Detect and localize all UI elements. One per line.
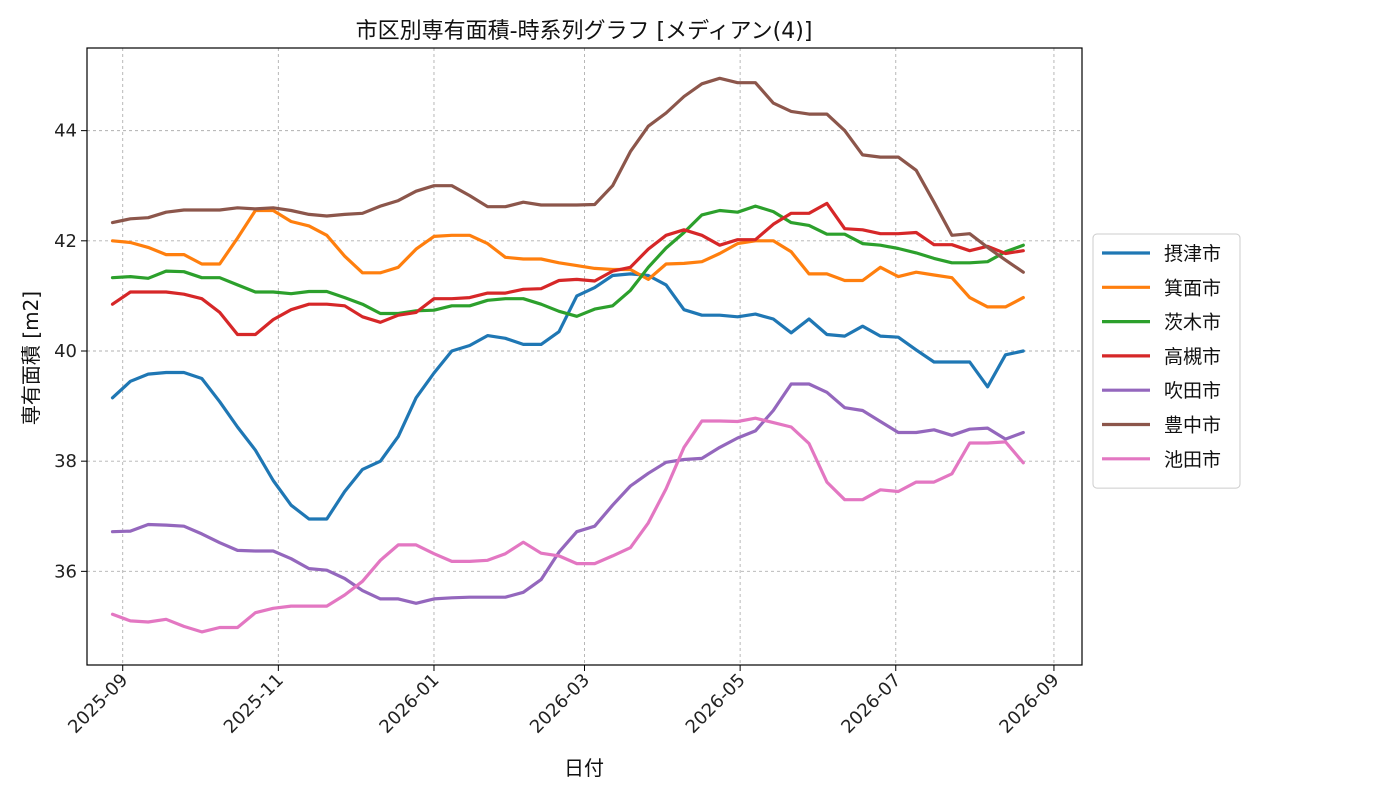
x-tick-label: 2026-01 <box>375 670 443 738</box>
y-tick-label: 42 <box>54 231 77 252</box>
x-axis: 2025-09 2025-11 2026-01 2026-03 2026-05 2026-… <box>64 665 1063 738</box>
legend-label: 茨木市 <box>1164 312 1221 334</box>
x-tick-label: 2025-09 <box>64 670 132 738</box>
y-tick-label: 44 <box>54 121 77 142</box>
legend-label: 豊中市 <box>1164 415 1221 437</box>
x-tick-label: 2025-11 <box>220 670 288 738</box>
chart-title: 市区別専有面積-時系列グラフ [メディアン(4)] <box>356 19 813 44</box>
legend-label: 吹田市 <box>1164 380 1221 402</box>
grid-lines <box>87 48 1082 665</box>
legend-label: 摂津市 <box>1164 243 1221 265</box>
series-line-7 <box>110 416 1025 634</box>
y-axis: 36 38 40 42 44 <box>54 121 87 582</box>
series-line-6 <box>110 76 1025 274</box>
y-tick-label: 36 <box>54 561 77 582</box>
series-lines <box>110 76 1025 634</box>
series-line-5 <box>110 382 1025 605</box>
series-line-1 <box>110 272 1025 521</box>
legend-label: 箕面市 <box>1164 277 1221 299</box>
series-line-2 <box>110 208 1025 309</box>
y-tick-label: 38 <box>54 451 77 472</box>
x-axis-title: 日付 <box>564 756 604 780</box>
series-line-4 <box>110 201 1025 337</box>
x-tick-label: 2026-03 <box>526 670 594 738</box>
x-tick-label: 2026-05 <box>682 670 750 738</box>
legend-label: 池田市 <box>1164 449 1221 471</box>
legend-label: 高槻市 <box>1164 346 1221 368</box>
x-tick-label: 2026-09 <box>995 670 1063 738</box>
x-tick-label: 2026-07 <box>837 670 905 738</box>
series-line-3 <box>110 204 1025 318</box>
y-tick-label: 40 <box>54 341 77 362</box>
y-axis-title: 専有面積 [m2] <box>19 291 43 425</box>
